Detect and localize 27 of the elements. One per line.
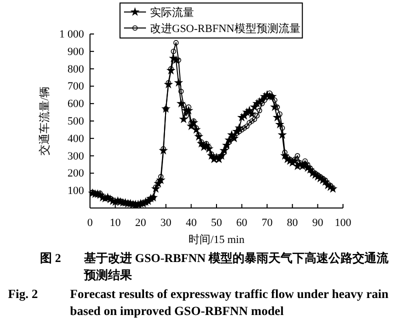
x-tick-label: 100 <box>334 216 352 229</box>
y-tick-label: 400 <box>68 132 84 145</box>
y-axis-title: 交通车流量/辆 <box>38 86 51 156</box>
x-axis-title: 时间/15 min <box>188 233 245 246</box>
text: 图 2 基于改进 GSO-RBFNN 模型的暴雨天气下高速公路交通流预测结果 <box>40 251 389 282</box>
x-tick-label: 10 <box>110 216 122 229</box>
y-tick-label: 900 <box>68 46 84 58</box>
x-tick-label: 90 <box>312 216 324 229</box>
y-tick-label: 300 <box>68 150 84 162</box>
text: Fig. 2 Forecast results of expressway traffic flow under heavy rain based on improved GSO-RBFNN model <box>8 287 388 318</box>
y-tick-label: 200 <box>68 168 84 180</box>
y-tick-label: 500 <box>68 116 84 128</box>
x-tick-label: 50 <box>211 216 222 229</box>
legend-label: 实际流量 <box>150 6 194 19</box>
y-tick-label: 1 000 <box>59 28 84 41</box>
legend-label: 改进GSO-RBFNN模型预测流量 <box>150 22 300 35</box>
x-tick-label: 70 <box>262 216 274 229</box>
y-tick-label: 800 <box>68 63 84 76</box>
x-tick-label: 30 <box>160 216 172 229</box>
y-tick-label: 600 <box>68 98 84 110</box>
x-tick-label: 60 <box>236 216 248 229</box>
y-tick-label: 100 <box>68 185 84 198</box>
x-tick-label: 40 <box>186 216 198 229</box>
y-tick-label: 700 <box>68 80 84 93</box>
x-tick-label: 20 <box>135 216 147 229</box>
x-tick-label: 80 <box>286 216 298 229</box>
x-tick-label: 0 <box>87 216 94 229</box>
